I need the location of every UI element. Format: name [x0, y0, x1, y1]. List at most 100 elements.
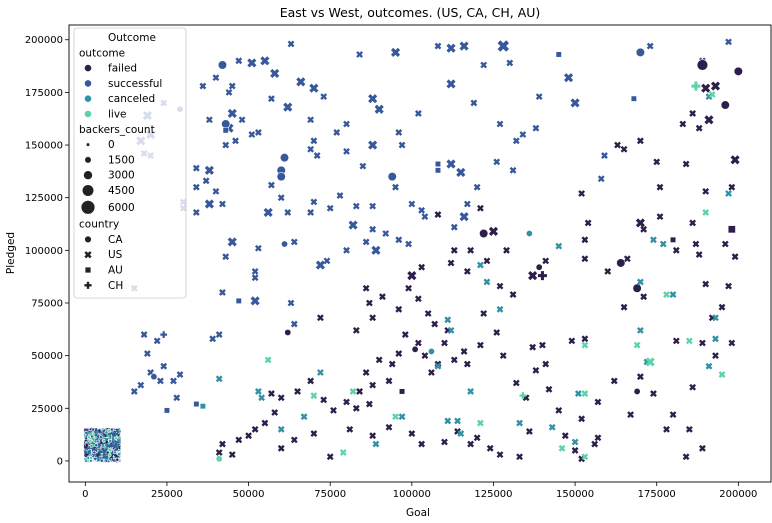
data-point-failed — [405, 284, 412, 292]
data-point-failed — [414, 295, 422, 303]
cluster-point — [112, 441, 117, 445]
data-point-failed — [290, 436, 298, 444]
cluster-point — [95, 456, 100, 461]
data-point-failed — [460, 348, 468, 355]
data-point-successful — [315, 260, 325, 270]
data-point-failed — [685, 425, 693, 433]
data-point-successful — [434, 167, 441, 174]
data-point-failed — [516, 453, 523, 461]
data-point-canceled — [317, 369, 324, 376]
data-point-successful — [222, 127, 229, 134]
y-tick-label: 150000 — [25, 141, 63, 152]
data-point-successful — [395, 236, 403, 244]
cluster-point — [102, 445, 107, 450]
data-point-successful — [248, 131, 256, 138]
data-point-failed — [616, 258, 626, 268]
data-point-failed — [441, 438, 448, 446]
cluster-point — [103, 449, 107, 453]
data-point-failed — [463, 360, 471, 368]
data-point-failed — [656, 183, 664, 191]
data-point-successful — [446, 159, 456, 169]
data-point-successful — [192, 183, 200, 191]
data-point-successful — [532, 124, 540, 132]
data-point-failed — [369, 314, 377, 322]
data-point-successful — [238, 116, 246, 124]
data-point-successful — [247, 58, 257, 68]
data-point-failed — [235, 436, 243, 444]
x-tick-label: 25000 — [151, 489, 183, 500]
data-point-successful — [470, 99, 478, 107]
cluster-point — [113, 450, 117, 455]
legend-size-label: 4500 — [108, 185, 135, 197]
cluster-point — [107, 434, 111, 438]
data-point-live — [264, 356, 272, 364]
data-point-failed — [689, 219, 697, 227]
data-point-successful — [343, 147, 350, 155]
cluster-point — [94, 428, 98, 432]
data-point-successful — [254, 128, 262, 136]
data-point-successful — [382, 230, 390, 237]
data-point-failed — [728, 339, 736, 347]
data-point-canceled — [300, 413, 308, 421]
x-tick-label: 50000 — [233, 489, 265, 500]
data-point-failed — [503, 246, 510, 254]
data-point-failed — [228, 451, 236, 459]
data-point-failed — [581, 335, 589, 343]
data-point-live — [558, 444, 566, 452]
data-point-failed — [699, 444, 706, 452]
data-point-failed — [488, 226, 499, 236]
data-point-successful — [326, 204, 334, 212]
legend-style-swatch — [84, 235, 92, 244]
data-point-successful — [227, 108, 237, 119]
data-point-live — [476, 419, 484, 427]
data-point-failed — [450, 356, 458, 364]
data-point-failed — [365, 400, 373, 408]
data-point-failed — [401, 331, 409, 338]
legend-hue-label: canceled — [108, 93, 155, 105]
y-tick-label: 125000 — [25, 193, 63, 204]
data-point-failed — [528, 271, 538, 281]
y-axis-label: Pledged — [5, 232, 17, 274]
data-point-failed — [632, 283, 642, 293]
data-point-successful — [456, 167, 466, 177]
data-point-failed — [635, 218, 645, 228]
data-point-successful — [160, 362, 168, 370]
data-point-successful — [202, 177, 210, 185]
data-point-live — [702, 209, 710, 216]
data-point-canceled — [258, 394, 266, 402]
data-point-canceled — [467, 388, 475, 395]
data-point-successful — [137, 381, 145, 389]
y-tick-label: 0 — [57, 456, 63, 467]
data-point-successful — [459, 212, 469, 222]
data-point-successful — [646, 42, 654, 50]
data-point-failed — [663, 425, 670, 433]
data-point-successful — [387, 172, 397, 182]
data-point-failed — [689, 383, 697, 391]
legend-style-label: CA — [108, 234, 123, 246]
data-point-live — [392, 413, 399, 421]
legend: Outcome outcome failed successful canceled li… — [73, 27, 187, 299]
data-point-failed — [343, 398, 350, 406]
data-point-failed — [702, 280, 710, 288]
legend-hue-swatch — [84, 80, 92, 87]
legend-style-swatch — [84, 251, 92, 259]
data-point-successful — [205, 116, 213, 124]
data-point-failed — [352, 404, 360, 412]
data-point-successful — [227, 237, 237, 247]
data-point-failed — [704, 115, 714, 125]
data-point-successful — [418, 206, 426, 214]
data-point-successful — [221, 119, 231, 129]
cluster-point — [108, 448, 112, 452]
data-point-failed — [428, 369, 435, 376]
data-point-failed — [535, 263, 543, 271]
data-point-successful — [212, 74, 220, 82]
x-tick-label: 125000 — [474, 489, 512, 500]
data-point-live — [581, 390, 589, 397]
data-point-successful — [395, 128, 403, 136]
data-point-failed — [542, 360, 550, 368]
cluster-point — [113, 456, 117, 460]
data-point-failed — [620, 145, 628, 153]
cluster-point — [83, 444, 88, 449]
data-point-live — [310, 392, 318, 400]
data-point-failed — [640, 225, 648, 233]
